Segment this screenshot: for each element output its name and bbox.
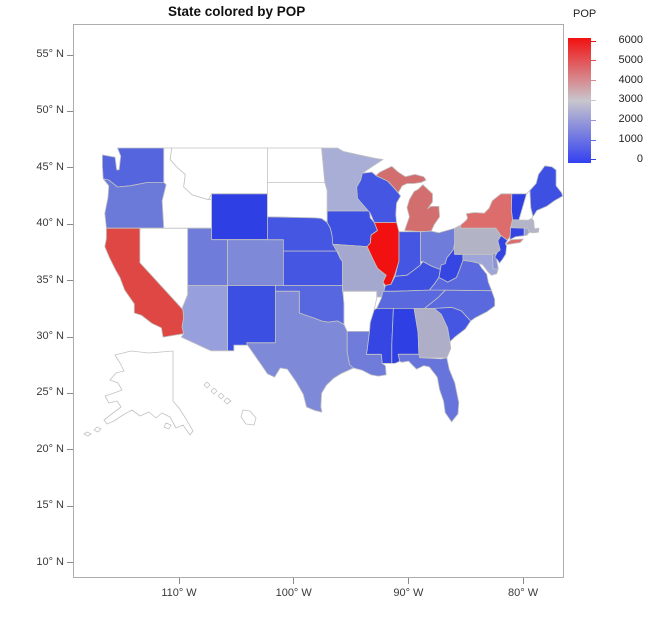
state-MI[interactable]: Michigan — [375, 165, 440, 233]
y-axis-tick-label: 45° N — [36, 160, 64, 173]
legend-tick-label: 2000 — [618, 113, 643, 126]
y-axis-tick-mark — [67, 280, 73, 282]
y-axis-tick-label: 35° N — [36, 273, 64, 286]
state-NJ[interactable]: New Jersey — [494, 235, 508, 264]
state-CT[interactable]: Connecticut — [509, 227, 525, 241]
state-HI[interactable]: Hawaii — [203, 381, 257, 426]
y-axis-tick-mark — [67, 562, 73, 564]
y-axis-tick-mark — [67, 449, 73, 451]
state-SD[interactable]: South Dakota — [267, 182, 328, 223]
legend-tick-label: 1000 — [618, 133, 643, 146]
x-axis-tick-mark — [293, 578, 295, 584]
state-PA[interactable]: Pennsylvania — [454, 224, 502, 255]
y-axis-tick-label: 20° N — [36, 442, 64, 455]
state-WY[interactable]: Wyoming — [211, 193, 268, 241]
legend-tick-mark — [591, 80, 596, 82]
state-CO[interactable]: Colorado — [227, 239, 284, 286]
state-WI[interactable]: Wisconsin — [356, 171, 401, 223]
legend-tick-label: 3000 — [618, 93, 643, 106]
y-axis-tick-label: 55° N — [36, 48, 64, 60]
state-KS[interactable]: Kansas — [283, 250, 343, 286]
y-axis-tick-label: 40° N — [36, 217, 64, 230]
legend-tick-label: 5000 — [618, 53, 643, 66]
x-axis-tick-mark — [407, 578, 409, 584]
legend-gradient-bar — [568, 38, 591, 163]
state-AK[interactable]: Alaska — [83, 350, 194, 437]
state-IA[interactable]: Iowa — [326, 210, 378, 247]
y-axis-tick-label: 50° N — [36, 104, 64, 117]
y-axis-tick-label: 25° N — [36, 386, 64, 399]
state-OR[interactable]: Oregon — [102, 178, 167, 229]
state-NM[interactable]: New Mexico — [227, 285, 276, 352]
legend-tick-mark — [591, 99, 596, 101]
legend-tick-label: 6000 — [618, 34, 643, 46]
x-axis-tick-mark — [522, 578, 524, 584]
y-axis-tick-mark — [67, 336, 73, 338]
us-choropleth-map: WashingtonOregonCaliforniaNevadaIdahoMon… — [83, 147, 563, 437]
x-axis-tick-label: 90° W — [393, 587, 424, 599]
y-axis-tick-mark — [67, 54, 73, 56]
x-axis-tick-label: 100° W — [275, 587, 312, 599]
x-axis-tick-label: 110° W — [161, 587, 197, 599]
legend-title: POP — [573, 8, 597, 20]
legend-tick-label: 0 — [636, 152, 643, 165]
chart-title: State colored by POP — [168, 4, 306, 19]
x-axis-tick-mark — [178, 578, 180, 584]
y-axis-tick-label: 30° N — [36, 330, 64, 342]
legend-tick-mark — [591, 159, 596, 161]
legend-tick-mark — [591, 119, 596, 121]
x-axis-tick-label: 80° W — [508, 587, 539, 599]
state-TX[interactable]: Texas — [246, 290, 354, 413]
state-FL[interactable]: Florida — [397, 353, 460, 423]
y-axis-tick-mark — [67, 505, 73, 507]
y-axis-tick-mark — [67, 223, 73, 225]
y-axis-tick-label: 15° N — [36, 499, 64, 512]
state-ND[interactable]: North Dakota — [267, 147, 326, 183]
y-axis-tick-label: 10° N — [36, 555, 64, 568]
state-VT[interactable]: Vermont — [511, 193, 527, 221]
state-WA[interactable]: Washington — [102, 147, 165, 188]
state-AZ[interactable]: Arizona — [180, 285, 228, 352]
legend-tick-mark — [591, 40, 596, 42]
y-axis-tick-mark — [67, 110, 73, 112]
state-ME[interactable]: Maine — [529, 165, 563, 217]
legend-tick-mark — [591, 139, 596, 141]
y-axis-tick-mark — [67, 392, 73, 394]
legend-tick-mark — [591, 60, 596, 62]
legend-tick-label: 4000 — [618, 73, 643, 86]
y-axis-tick-mark — [67, 167, 73, 169]
